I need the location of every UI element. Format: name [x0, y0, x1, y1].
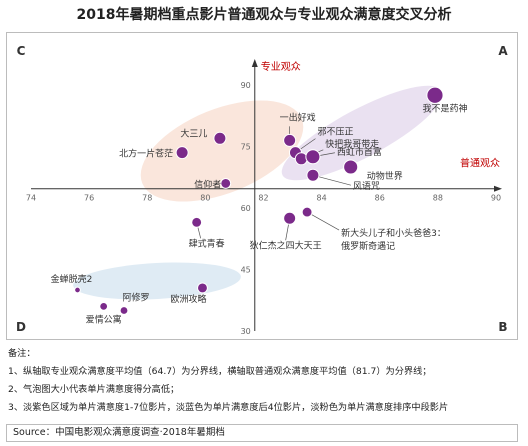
leader-line: [306, 211, 340, 231]
x-tick-label: 76: [84, 194, 94, 203]
point-label: 风语咒: [353, 181, 380, 192]
bottom-group-region: [73, 262, 241, 300]
data-bubble: [99, 302, 109, 311]
y-tick-label: 60: [241, 204, 251, 213]
point-label: 肆式青春: [189, 237, 225, 249]
notes-section: 备注： 1、纵轴取专业观众满意度平均值（64.7）为分界线，横轴取普通观众满意度…: [8, 345, 522, 417]
quadrant-label: D: [16, 320, 26, 334]
y-tick-label: 90: [241, 81, 251, 90]
x-tick-label: 84: [317, 194, 327, 203]
x-tick-label: 90: [491, 194, 501, 203]
leader-line: [312, 174, 351, 186]
data-bubble: [220, 177, 232, 189]
source-caption: Source：中国电影观众满意度调查·2018年暑期档: [6, 424, 518, 442]
notes-heading: 备注：: [8, 348, 36, 359]
point-label: 我不是药神: [422, 102, 467, 114]
point-label: 信仰者: [194, 178, 221, 190]
data-bubble: [283, 133, 297, 147]
quadrant-label: B: [498, 320, 507, 334]
data-bubble: [197, 282, 208, 294]
data-bubble: [74, 286, 81, 294]
y-axis-label: 专业观众: [261, 60, 301, 73]
data-bubble: [213, 131, 227, 145]
point-label: 欧洲攻略: [170, 293, 206, 305]
point-label: 西虹市首富: [337, 146, 382, 158]
quadrant-label: A: [498, 44, 508, 58]
data-bubble: [119, 306, 129, 315]
point-label: 邪不压正: [317, 127, 353, 138]
point-label: 快把我哥带走: [325, 138, 379, 150]
data-bubble: [283, 211, 297, 225]
point-label: 一出好戏: [280, 111, 316, 123]
point-label: 爱情公寓: [86, 313, 122, 325]
y-tick-label: 30: [241, 327, 251, 336]
x-tick-label: 86: [375, 194, 385, 203]
data-bubble: [301, 206, 313, 218]
data-bubble: [343, 159, 359, 175]
point-label-part: 新大头儿子和小头爸爸3：: [341, 227, 446, 239]
x-tick-label: 80: [200, 194, 210, 203]
mid-group-region: [140, 100, 304, 202]
point-label: 动物世界: [367, 170, 403, 182]
data-bubble: [294, 152, 308, 166]
point-label: 金蝉脱壳2: [51, 273, 93, 285]
x-axis-arrow: [494, 185, 502, 192]
chart-title: 2018年暑期档重点影片普通观众与专业观众满意度交叉分析: [76, 7, 452, 23]
data-bubble: [175, 146, 189, 160]
note-item-3: 3、淡紫色区域为单片满意度1-7位影片，淡蓝色为单片满意度后4位影片，淡粉色为单…: [8, 402, 449, 413]
x-tick-label: 78: [142, 194, 152, 203]
quadrant-label: C: [17, 44, 26, 58]
data-bubble: [305, 149, 321, 165]
data-bubble: [306, 168, 320, 182]
point-label: 狄仁杰之四大天王: [250, 239, 322, 251]
x-tick-label: 82: [258, 194, 268, 203]
data-bubble: [191, 216, 203, 228]
point-label-part: 俄罗斯奇遇记: [341, 240, 395, 252]
y-tick-label: 75: [241, 143, 251, 152]
note-item-2: 2、气泡图大小代表单片满意度得分高低；: [8, 384, 180, 395]
data-bubble: [426, 86, 444, 104]
point-label: 大三儿: [180, 127, 207, 139]
note-item-1: 1、纵轴取专业观众满意度平均值（64.7）为分界线，横轴取普通观众满意度平均值（…: [8, 366, 432, 377]
x-tick-label: 88: [433, 194, 443, 203]
x-tick-label: 74: [26, 194, 36, 203]
point-label: 阿修罗: [122, 292, 149, 304]
top-group-region: [281, 85, 443, 181]
y-axis-arrow: [251, 59, 258, 67]
x-axis-label: 普通观众: [460, 157, 500, 170]
y-tick-label: 45: [241, 266, 251, 275]
chart-frame: 74 76 78 80 82 84 86 88 90 30 45 60 75 90 专业观众普通观众 A B C D…: [6, 32, 518, 340]
point-label: 北方一片苍茫: [119, 148, 173, 160]
